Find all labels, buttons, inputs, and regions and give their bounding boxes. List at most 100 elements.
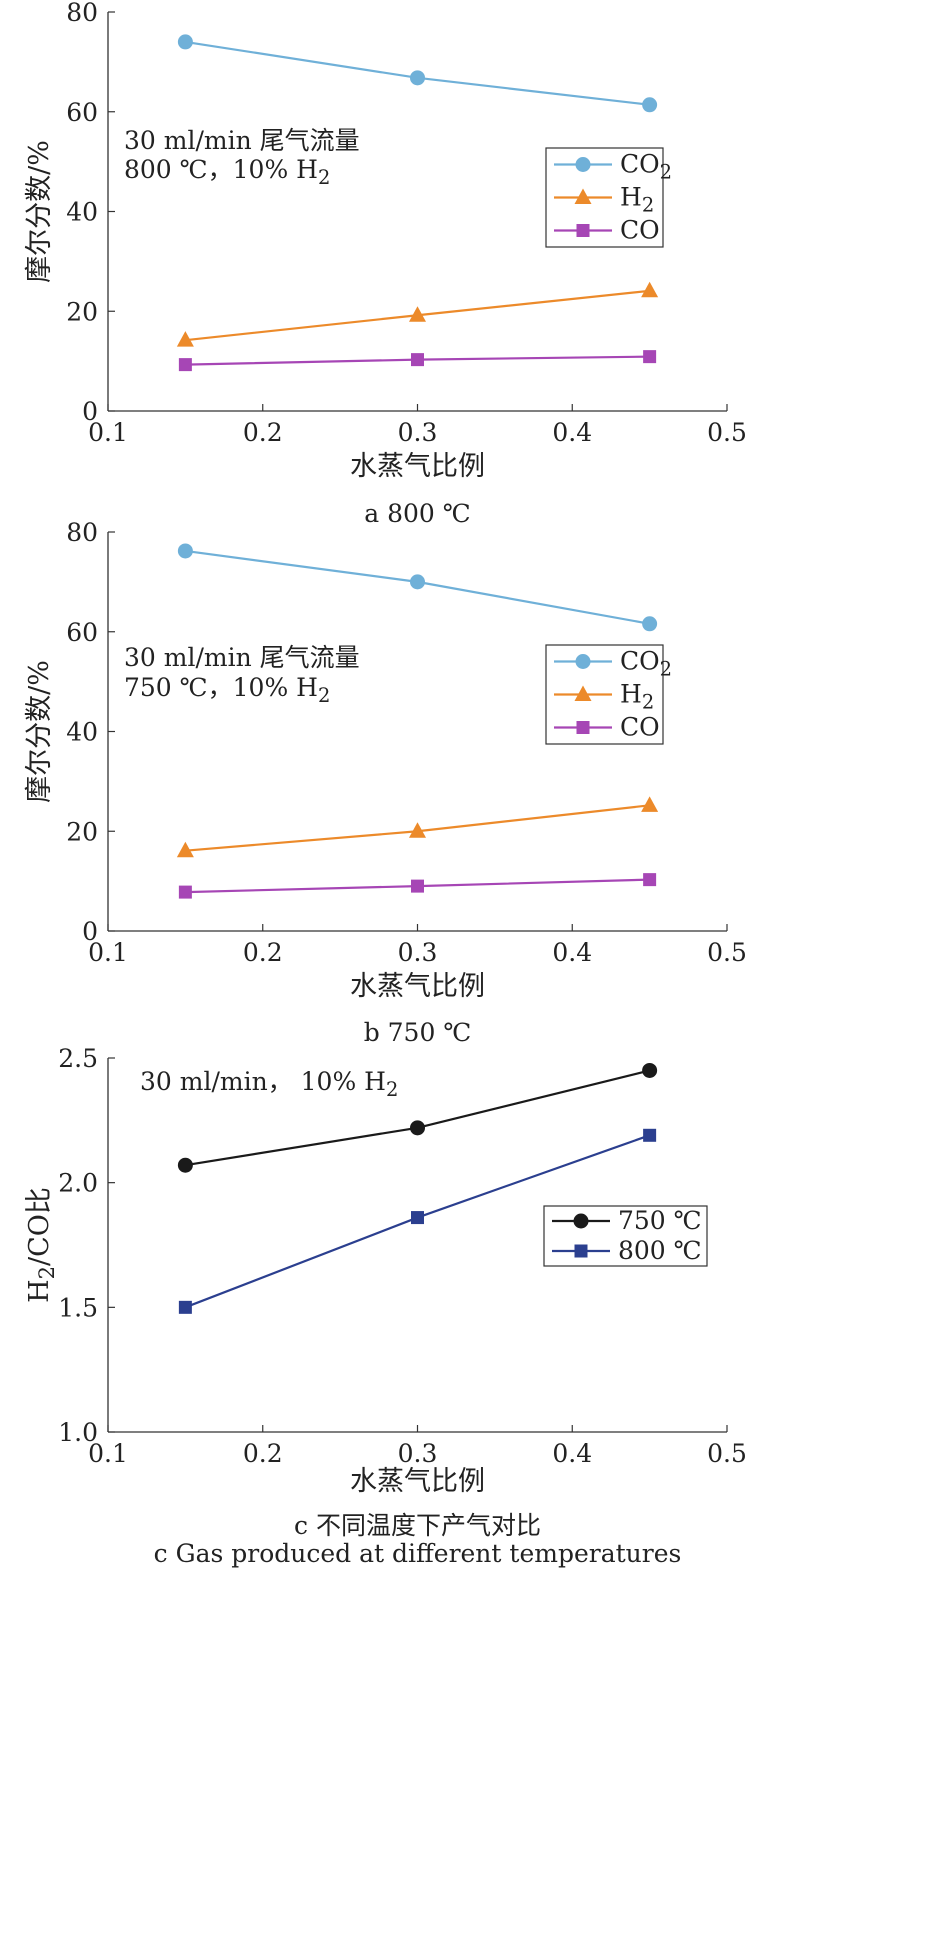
legend-marker	[576, 721, 590, 734]
x-tick-label: 0.2	[243, 1439, 283, 1468]
data-point	[643, 873, 657, 887]
data-point	[410, 1120, 425, 1136]
series-CO	[178, 873, 657, 899]
figure-caption: c 不同温度下产气对比	[294, 1511, 541, 1540]
x-tick-label: 0.2	[243, 938, 283, 967]
series-CO2	[177, 34, 658, 113]
data-point	[176, 841, 194, 858]
legend-label: CO2	[620, 150, 672, 184]
data-point	[177, 543, 193, 559]
figure-caption: a 800 ℃	[364, 499, 470, 528]
legend-marker	[576, 224, 590, 237]
series-CO2	[177, 543, 658, 632]
y-tick-label: 80	[66, 0, 98, 27]
data-point	[411, 1211, 424, 1225]
x-tick-label: 0.5	[707, 418, 747, 447]
series-750 ℃	[177, 1062, 658, 1173]
data-point	[641, 796, 659, 812]
y-tick-label: 0	[82, 917, 98, 946]
legend-marker	[574, 685, 592, 701]
y-tick-label: 60	[66, 618, 98, 647]
data-point	[177, 1157, 193, 1173]
legend-label: 800 ℃	[618, 1236, 702, 1265]
x-tick-label: 0.4	[552, 1439, 592, 1468]
data-point	[642, 616, 658, 632]
x-tick-label: 0.4	[552, 418, 592, 447]
legend-label: CO	[620, 216, 660, 245]
x-tick-label: 0.3	[398, 1439, 438, 1468]
data-point	[643, 350, 657, 364]
legend-box	[543, 1205, 708, 1267]
legend-label: CO2	[620, 647, 672, 681]
chart-annotation: 30 ml/min 尾气流量	[124, 126, 360, 155]
series-H2	[176, 796, 659, 858]
y-tick-label: 60	[66, 98, 98, 127]
data-point	[178, 885, 192, 899]
legend-label: 750 ℃	[618, 1206, 702, 1235]
chart-3: 0.1 0.2 0.3 0.4 0.5 1.0 1.5 2.0 2.5 水蒸气比例 H2/CO比 30…	[24, 1044, 747, 1568]
y-tick-label: 20	[66, 297, 98, 326]
chart-2: 0.1 0.2 0.3 0.4 0.5 0 20 40 60 80 水蒸气比例 摩尔分数/% 30 ml…	[24, 518, 747, 1047]
chart-annotation: 30 ml/min， 10% H2	[140, 1067, 398, 1101]
x-tick-label: 0.4	[552, 938, 592, 967]
chart-annotation: 800 ℃，10% H2	[124, 155, 330, 189]
x-tick-label: 0.3	[398, 938, 438, 967]
x-axis-label: 水蒸气比例	[350, 971, 485, 1002]
data-point	[642, 97, 658, 113]
y-tick-label: 1.0	[58, 1418, 98, 1447]
y-tick-label: 0	[82, 397, 98, 426]
data-point	[177, 34, 193, 50]
y-tick-label: 20	[66, 817, 98, 846]
data-point	[178, 1300, 192, 1314]
legend-marker	[573, 1213, 589, 1229]
legend-marker	[574, 1244, 588, 1258]
data-point	[409, 822, 426, 838]
x-tick-label: 0.2	[243, 418, 283, 447]
y-axis-label: 摩尔分数/%	[24, 660, 55, 803]
x-tick-label: 0.5	[707, 938, 747, 967]
legend-label: H2	[620, 680, 654, 714]
legend-marker	[575, 654, 591, 669]
legend-marker	[574, 188, 592, 204]
y-tick-label: 1.5	[58, 1293, 98, 1322]
data-point	[411, 353, 424, 367]
data-point	[641, 281, 659, 298]
y-tick-label: 2.0	[58, 1169, 98, 1198]
legend-marker	[575, 157, 591, 172]
data-point	[410, 70, 425, 86]
y-tick-label: 80	[66, 518, 98, 547]
x-tick-label: 0.5	[707, 1439, 747, 1468]
series-H2	[176, 281, 659, 347]
legend-label: H2	[620, 183, 654, 217]
data-point	[178, 358, 192, 372]
x-axis-label: 水蒸气比例	[350, 451, 485, 482]
data-point	[410, 574, 425, 590]
y-axis-label: 摩尔分数/%	[24, 140, 55, 283]
figure-caption: b 750 ℃	[364, 1018, 472, 1047]
chart-annotation: 750 ℃，10% H2	[124, 673, 330, 707]
figure-caption-en: c Gas produced at different temperatures	[154, 1539, 682, 1568]
data-point	[176, 331, 194, 347]
x-tick-label: 0.1	[88, 418, 128, 447]
series-800 ℃	[178, 1128, 657, 1314]
x-axis-label: 水蒸气比例	[350, 1466, 485, 1497]
y-axis-label: H2/CO比	[24, 1187, 59, 1303]
data-point	[642, 1062, 658, 1078]
chart-annotation: 30 ml/min 尾气流量	[124, 643, 360, 672]
legend-label: CO	[620, 713, 660, 742]
x-tick-label: 0.3	[398, 418, 438, 447]
x-tick-label: 0.1	[88, 938, 128, 967]
x-tick-label: 0.1	[88, 1439, 128, 1468]
y-tick-label: 40	[66, 718, 98, 747]
data-point	[409, 306, 426, 322]
data-point	[643, 1128, 657, 1142]
series-CO	[178, 350, 657, 372]
chart-1: 0.1 0.2 0.3 0.4 0.5 0 20 40 60 80 水蒸气比例 摩尔分数/% 30 ml…	[24, 0, 747, 528]
y-tick-label: 2.5	[58, 1044, 98, 1073]
y-tick-label: 40	[66, 198, 98, 227]
data-point	[411, 879, 424, 893]
